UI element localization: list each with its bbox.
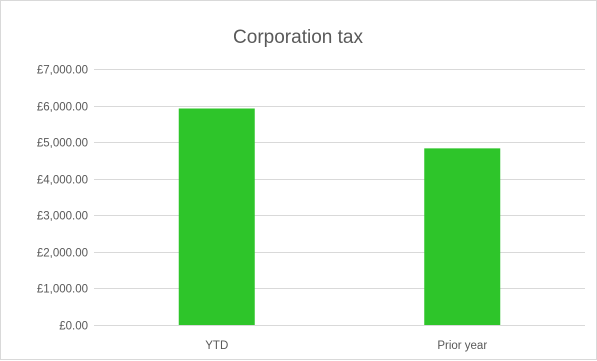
y-tick-label: £1,000.00: [37, 284, 88, 296]
y-tick-label: £5,000.00: [37, 138, 88, 150]
y-tick-label: £3,000.00: [37, 211, 88, 223]
y-tick-label: £6,000.00: [37, 102, 88, 114]
bar-ytd: [178, 108, 255, 325]
y-axis-ticks: £0.00 £1,000.00 £2,000.00 £3,000.00 £4,000.0…: [37, 65, 88, 333]
y-tick-label: £4,000.00: [37, 175, 88, 187]
bar-prior-year: [424, 148, 501, 325]
bars: [178, 108, 501, 325]
x-tick-label: Prior year: [437, 340, 487, 352]
y-tick-label: £2,000.00: [37, 248, 88, 260]
chart-title: Corporation tax: [233, 27, 363, 48]
x-axis-ticks: YTD Prior year: [205, 340, 487, 352]
gridlines: [94, 69, 585, 326]
x-tick-label: YTD: [205, 340, 228, 352]
y-tick-label: £0.00: [59, 321, 88, 333]
y-tick-label: £7,000.00: [37, 65, 88, 77]
